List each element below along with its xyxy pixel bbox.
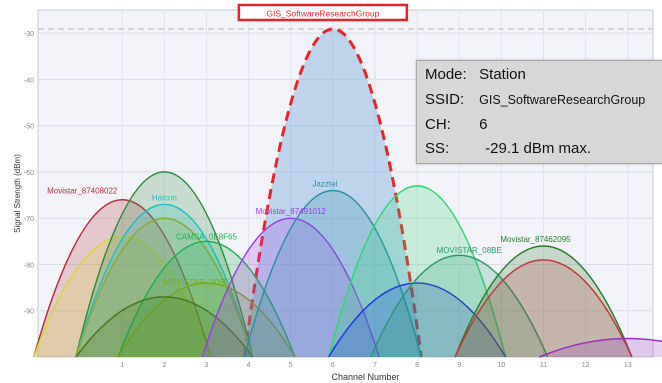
network-signal-curve[interactable]	[75, 217, 254, 358]
mode-value: Station	[479, 66, 526, 83]
x-tick-label: 4	[247, 362, 251, 369]
signal-value: -29.1 dBm max.	[485, 140, 592, 157]
network-info-panel: Mode: Station SSID: GIS_SoftwareResearch…	[416, 60, 662, 164]
network-name-label: Movistar_87491012	[256, 207, 327, 216]
x-tick-label: 2	[162, 362, 166, 369]
y-tick-label: -40	[24, 77, 34, 84]
ssid-row: SSID: GIS_SoftwareResearchGroup	[425, 91, 645, 108]
y-axis-title: Signal Strength (dBm)	[13, 154, 22, 233]
network-signal-curve[interactable]	[117, 240, 296, 358]
x-tick-label: 1	[120, 362, 124, 369]
network-signal-curve[interactable]	[75, 296, 254, 358]
x-tick-label: 8	[415, 362, 419, 369]
ssid-key: SSID:	[425, 91, 465, 108]
network-name-label: CAMSA_0E8F65	[176, 232, 237, 241]
y-tick-label: -30	[24, 31, 34, 38]
channel-value: 6	[479, 116, 488, 133]
signal-row: SS: -29.1 dBm max.	[425, 140, 591, 157]
x-tick-label: 3	[205, 362, 209, 369]
x-tick-label: 9	[457, 362, 461, 369]
network-signal-curve[interactable]	[33, 199, 212, 358]
mode-key: Mode:	[425, 66, 467, 83]
network-signal-curve[interactable]	[201, 217, 380, 358]
y-tick-label: -50	[24, 124, 34, 131]
y-tick-label: -90	[24, 309, 34, 316]
network-name-label: Movistar_87462095	[500, 235, 571, 244]
selected-network-signal-curve[interactable]	[242, 27, 423, 358]
x-axis-title: Channel Number	[331, 372, 399, 382]
x-tick-label: 7	[373, 362, 377, 369]
selected-network-label: GIS_SoftwareResearchGroup	[266, 8, 379, 18]
network-signal-curve[interactable]	[454, 245, 633, 358]
network-name-label: MOVISTAR_08BE	[437, 246, 502, 255]
channel-key: CH:	[425, 116, 451, 133]
x-tick-label: 10	[497, 362, 505, 369]
y-tick-label: -80	[24, 262, 34, 269]
network-signal-curve[interactable]	[454, 259, 633, 358]
mode-row: Mode: Station	[425, 66, 526, 83]
x-tick-label: 12	[582, 362, 590, 369]
network-name-label: Halcon	[152, 193, 177, 202]
network-name-label: Jazztel	[312, 179, 337, 188]
network-signal-curve[interactable]	[117, 282, 296, 358]
x-tick-label: 5	[289, 362, 293, 369]
x-tick-label: 13	[624, 362, 632, 369]
selected-network-label-box[interactable]	[237, 3, 409, 22]
ssid-value: GIS_SoftwareResearchGroup	[479, 93, 646, 107]
y-tick-label: -70	[24, 216, 34, 223]
y-tick-label: -60	[24, 170, 34, 177]
x-tick-label: 6	[331, 362, 335, 369]
network-signal-curve[interactable]	[243, 190, 423, 358]
network-signal-curve[interactable]	[538, 337, 662, 358]
network-signal-curve[interactable]	[327, 185, 507, 358]
network-signal-curve[interactable]	[75, 171, 254, 358]
channel-row: CH: 6	[425, 116, 488, 133]
network-signal-curve[interactable]	[328, 282, 507, 358]
network-name-label: MOVISTAR_2D9E	[164, 278, 230, 287]
network-name-label: Movistar_87408022	[47, 187, 118, 196]
signal-key: SS:	[425, 140, 450, 157]
network-signal-curve[interactable]	[370, 254, 549, 358]
x-tick-label: 11	[540, 362, 547, 369]
